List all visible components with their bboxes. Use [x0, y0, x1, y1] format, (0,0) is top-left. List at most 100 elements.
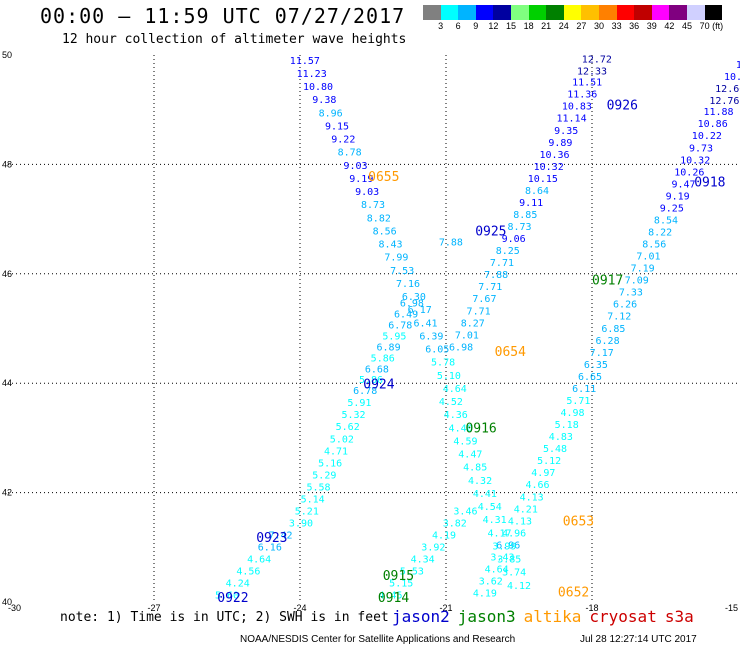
- wave-height-value: 7.99: [384, 253, 408, 264]
- wave-height-value: 4.85: [463, 463, 487, 474]
- wave-height-value: 5.15: [389, 579, 413, 590]
- wave-height-value: 6.98: [449, 342, 473, 353]
- pass-time-label: 0655: [368, 170, 399, 185]
- color-scale-tick: 15: [505, 21, 516, 31]
- wave-height-value: 9.22: [331, 135, 355, 146]
- satellite-legend: jason2 jason3 altika cryosat s3a: [392, 607, 702, 626]
- color-swatch: [475, 5, 494, 20]
- wave-height-value: 6.78: [353, 386, 377, 397]
- wave-height-value: 12.72: [582, 55, 612, 66]
- credit-line: NOAA/NESDIS Center for Satellite Applica…: [240, 634, 516, 645]
- lat-tick-label: 44: [2, 378, 12, 388]
- wave-height-value: 5.60: [215, 591, 239, 602]
- wave-height-value: 4.96: [502, 528, 526, 539]
- wave-height-value: 9.89: [548, 138, 572, 149]
- color-scale-tick: 9: [473, 21, 479, 31]
- chart-title: 00:00 – 11:59 UTC 07/27/2017: [40, 4, 406, 28]
- lon-tick-label: -27: [147, 603, 160, 613]
- wave-height-value: 4.32: [468, 476, 492, 487]
- generation-timestamp: Jul 28 12:27:14 UTC 2017: [580, 634, 697, 645]
- wave-height-value: 10.86: [698, 119, 728, 130]
- color-swatch: [686, 5, 705, 20]
- wave-height-value: 8.27: [461, 318, 485, 329]
- wave-height-value: 8.78: [338, 148, 362, 159]
- pass-time-label: 0653: [563, 514, 594, 529]
- color-scale-tick: 70: [699, 21, 710, 31]
- wave-height-value: 8.64: [525, 186, 549, 197]
- wave-height-value: 5.78: [431, 358, 455, 369]
- wave-height-value: 9.19: [666, 191, 690, 202]
- color-swatch: [510, 5, 529, 20]
- wave-height-value: 4.41: [473, 489, 497, 500]
- wave-height-value: 3.85: [497, 555, 521, 566]
- wave-height-value: 9.73: [689, 143, 713, 154]
- wave-height-value: 6.16: [258, 543, 282, 554]
- wave-height-value: 5.58: [306, 482, 330, 493]
- lon-tick-label: -18: [585, 603, 598, 613]
- wave-height-value: 4.64: [247, 555, 271, 566]
- wave-height-value: 10.32: [680, 155, 710, 166]
- pass-time-label: 0926: [607, 99, 638, 114]
- wave-height-value: 4.13: [520, 492, 544, 503]
- wave-height-value: 10.36: [539, 150, 569, 161]
- wave-height-value: 8.73: [507, 222, 531, 233]
- wave-height-value: 4.31: [483, 515, 507, 526]
- wave-height-value: 4.71: [324, 446, 348, 457]
- wave-height-value: 6.17: [408, 305, 432, 316]
- wave-height-value: 4.83: [549, 432, 573, 443]
- color-scale-tick: 18: [523, 21, 534, 31]
- pass-time-label: 0914: [378, 591, 409, 606]
- wave-height-value: 4.36: [444, 410, 468, 421]
- wave-height-value: 5.95: [382, 331, 406, 342]
- wave-height-value: 8.22: [648, 228, 672, 239]
- pass-time-label: 0652: [558, 586, 589, 601]
- wave-height-value: 4.40: [449, 423, 473, 434]
- color-scale-tick: 12: [488, 21, 499, 31]
- wave-height-value: 4.97: [531, 468, 555, 479]
- wave-height-value: 6.26: [613, 300, 637, 311]
- wave-height-value: 7.01: [636, 252, 660, 263]
- wave-height-value: 6.85: [601, 324, 625, 335]
- lat-tick-label: 46: [2, 269, 12, 279]
- wave-height-value: 5.14: [301, 494, 325, 505]
- color-scale-tick: 45: [681, 21, 692, 31]
- pass-time-label: 0917: [592, 274, 623, 289]
- color-scale-tick: 6: [455, 21, 461, 31]
- wave-height-value: 11.36: [567, 90, 597, 101]
- wave-height-value: 6.78: [388, 321, 412, 332]
- wave-height-value: 7.67: [472, 294, 496, 305]
- wave-height-value: 8.85: [513, 210, 537, 221]
- wave-height-value: 4.24: [226, 579, 250, 590]
- wave-height-value: 8.56: [373, 226, 397, 237]
- wave-height-value: 4.59: [453, 436, 477, 447]
- lat-tick-label: 40: [2, 597, 12, 607]
- legend-entry-jason2: jason2: [392, 607, 450, 626]
- wave-height-value: 7.16: [396, 279, 420, 290]
- color-scale-tick: 36: [629, 21, 640, 31]
- wave-height-value: 10.8: [724, 72, 740, 83]
- pass-time-label: 0918: [694, 175, 725, 190]
- pass-time-label: 0925: [475, 225, 506, 240]
- wave-height-value: 5.86: [359, 375, 383, 386]
- color-scale-tick: 21: [541, 21, 552, 31]
- pass-time-label: 0654: [495, 345, 526, 360]
- wave-height-value: 9.25: [660, 203, 684, 214]
- wave-height-value: 7.17: [590, 348, 614, 359]
- wave-height-value: 5.16: [318, 458, 342, 469]
- wave-height-value: 11.88: [703, 107, 733, 118]
- legend-entry-cryosat: cryosat: [589, 607, 657, 626]
- wave-height-value: 9.03: [355, 187, 379, 198]
- wave-height-value: 5.86: [371, 353, 395, 364]
- wave-height-value: 8.96: [319, 108, 343, 119]
- wave-height-value: 4.98: [560, 408, 584, 419]
- color-scale-tick: 30: [593, 21, 604, 31]
- lat-tick-label: 50: [2, 50, 12, 60]
- wave-height-value: 3.46: [453, 506, 477, 517]
- wave-height-value: 3.92: [421, 543, 445, 554]
- color-scale-tick: 33: [611, 21, 622, 31]
- wave-height-value: 9.47: [671, 179, 695, 190]
- wave-height-value: 3.74: [502, 568, 526, 579]
- wave-height-value: 4.19: [432, 531, 456, 542]
- wave-height-value: 6.35: [584, 360, 608, 371]
- lon-tick-label: -15: [725, 603, 738, 613]
